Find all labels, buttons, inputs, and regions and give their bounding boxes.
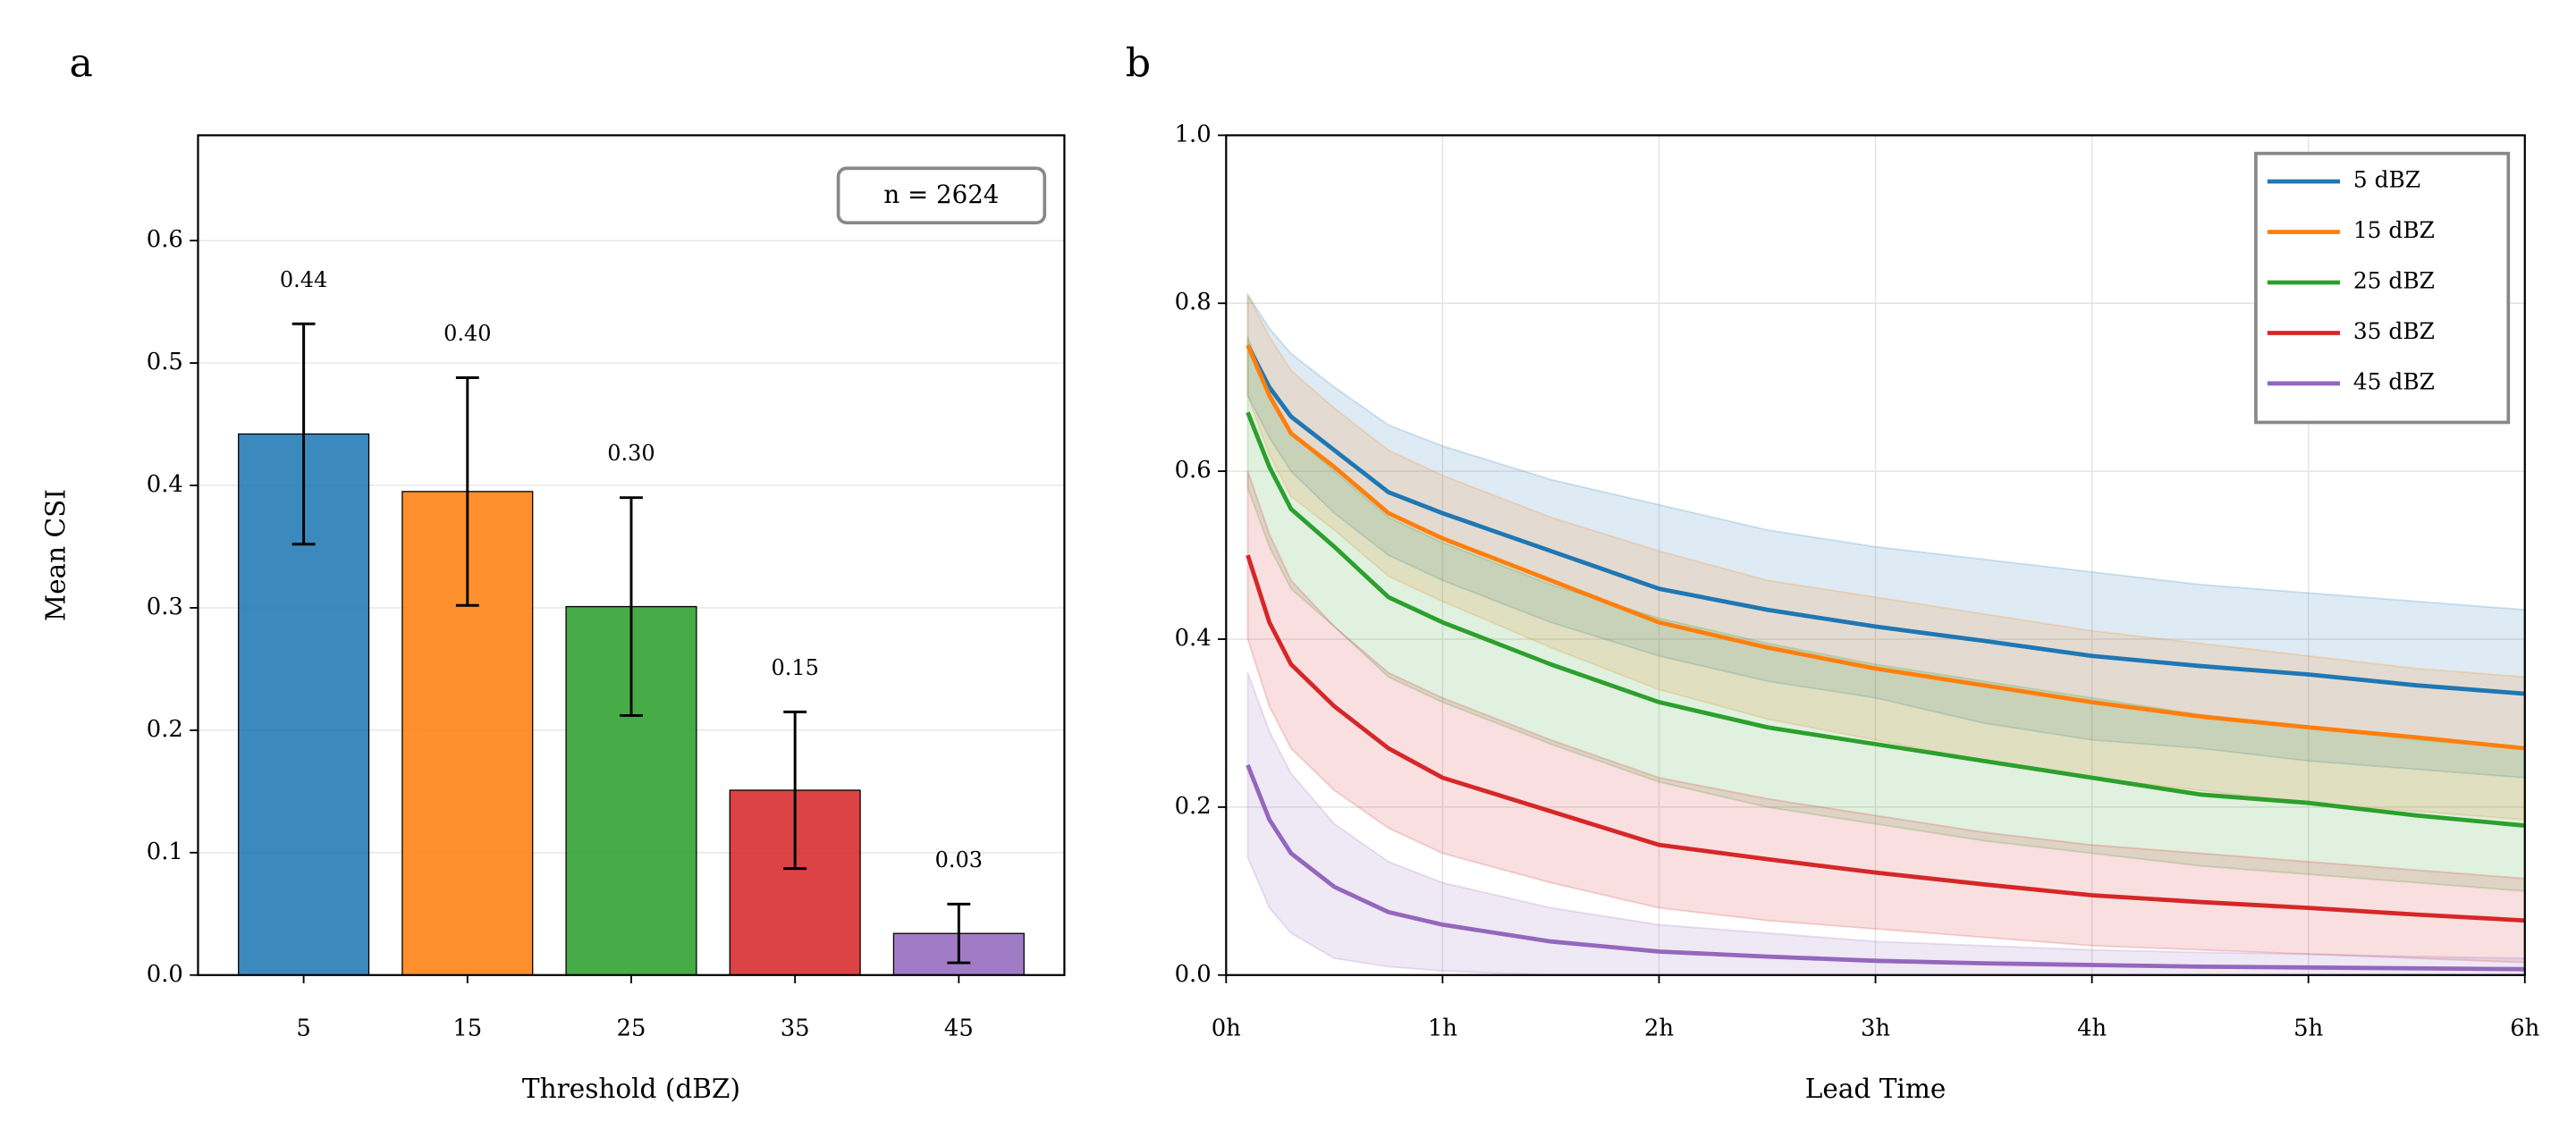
y-tick-label: 0.1	[147, 838, 183, 865]
annotation: n = 2624	[883, 180, 999, 209]
annotation-box	[836, 166, 1047, 225]
y-tick-label: 0.2	[1175, 793, 1212, 820]
legend-label: 5 dBZ	[2353, 167, 2420, 193]
value-label: 0.40	[443, 321, 491, 346]
x-tick-label: 25	[617, 1015, 646, 1042]
x-axis-label: Lead Time	[1805, 1074, 1947, 1104]
axes-frame	[1225, 134, 2526, 976]
y-tick-label: 0.4	[1175, 625, 1212, 652]
line	[1246, 554, 2525, 923]
line	[1246, 344, 2526, 751]
x-tick-label: 15	[452, 1015, 482, 1042]
value-label: 0.44	[280, 267, 327, 292]
x-tick-label: 2h	[1644, 1015, 1674, 1042]
y-tick-label: 0.5	[147, 349, 183, 375]
error-bar	[783, 710, 807, 871]
x-tick-label: 3h	[1861, 1015, 1890, 1042]
y-tick-label: 0.0	[1175, 961, 1212, 988]
panel-label: a	[70, 40, 93, 86]
y-tick-label: 0.3	[147, 594, 183, 620]
x-tick-label: 0h	[1212, 1015, 1241, 1042]
line	[1246, 344, 2525, 696]
y-tick-label: 0.6	[147, 226, 183, 253]
x-tick-label: 35	[781, 1015, 810, 1042]
error-bar	[620, 496, 643, 717]
x-tick-label: 1h	[1428, 1015, 1457, 1042]
legend-label: 15 dBZ	[2353, 217, 2435, 243]
legend-label: 35 dBZ	[2353, 318, 2435, 344]
line	[1246, 764, 2525, 972]
x-tick-label: 4h	[2077, 1015, 2107, 1042]
error-bar	[455, 376, 479, 607]
value-label: 0.03	[935, 847, 983, 872]
y-tick-label: 1.0	[1175, 121, 1212, 147]
x-tick-label: 5h	[2293, 1015, 2323, 1042]
error-bar	[947, 902, 971, 965]
y-tick-label: 0.4	[147, 471, 183, 498]
value-label: 0.15	[771, 655, 818, 680]
x-tick-label: 6h	[2510, 1015, 2539, 1042]
y-tick-label: 0.0	[147, 961, 183, 988]
x-tick-label: 45	[944, 1015, 974, 1042]
value-label: 0.30	[607, 441, 655, 466]
legend-box	[2254, 151, 2511, 425]
y-axis-label: Mean CSI	[41, 489, 72, 621]
axes-frame	[197, 134, 1066, 976]
legend-label: 25 dBZ	[2353, 267, 2435, 293]
y-tick-label: 0.2	[147, 716, 183, 743]
line	[1246, 411, 2526, 828]
panel-label: b	[1126, 40, 1151, 86]
x-tick-label: 5	[296, 1015, 310, 1042]
error-bar	[291, 322, 316, 546]
y-tick-label: 0.6	[1175, 457, 1212, 484]
y-tick-label: 0.8	[1175, 289, 1212, 316]
x-axis-label: Threshold (dBZ)	[522, 1074, 740, 1104]
legend-label: 45 dBZ	[2353, 368, 2435, 394]
